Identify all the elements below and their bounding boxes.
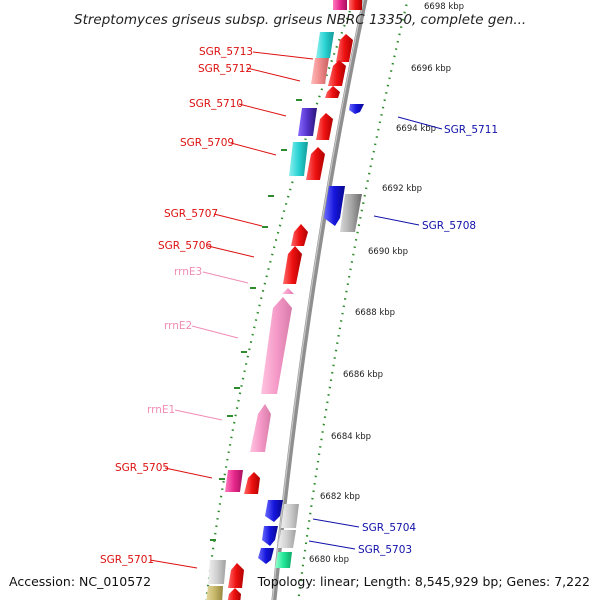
- gene-feature[interactable]: [227, 588, 241, 600]
- gene-feature[interactable]: [225, 470, 243, 492]
- label-leader: [246, 67, 301, 82]
- gene-label-left[interactable]: rrnE2: [164, 320, 192, 332]
- gene-feature[interactable]: [316, 32, 334, 58]
- genome-backbone-highlight: [271, 0, 365, 600]
- gene-label-left[interactable]: rrnE3: [174, 266, 202, 278]
- label-leader: [308, 540, 356, 550]
- label-leader: [213, 213, 263, 227]
- gene-feature[interactable]: [208, 560, 226, 584]
- gene-feature[interactable]: [278, 530, 296, 548]
- gene-feature[interactable]: [333, 0, 347, 10]
- tick-label: 6682 kbp: [320, 492, 360, 502]
- label-leader: [373, 215, 420, 226]
- inner-track-ticks: [210, 99, 302, 541]
- tick-label: 6692 kbp: [382, 184, 422, 194]
- label-leader: [207, 245, 255, 258]
- outer-guide-track: [297, 0, 409, 600]
- gene-feature[interactable]: [340, 194, 362, 232]
- tick-label: 6696 kbp: [411, 64, 451, 74]
- gene-label-left[interactable]: SGR_5710: [189, 98, 243, 110]
- gene-features: [206, 0, 364, 600]
- gene-feature[interactable]: [311, 58, 329, 84]
- tick-label: 6688 kbp: [355, 308, 395, 318]
- gene-feature[interactable]: [324, 186, 345, 226]
- gene-label-left[interactable]: SGR_5709: [180, 137, 234, 149]
- topology-summary: Topology: linear; Length: 8,545,929 bp; …: [257, 574, 590, 589]
- tick-label: 6686 kbp: [343, 370, 383, 380]
- gene-label-left[interactable]: SGR_5705: [115, 462, 169, 474]
- gene-label-right[interactable]: SGR_5711: [444, 124, 498, 136]
- gene-feature[interactable]: [244, 472, 260, 494]
- gene-feature[interactable]: [336, 34, 353, 62]
- gene-feature[interactable]: [289, 142, 308, 176]
- label-leader: [174, 409, 223, 421]
- label-leader: [149, 559, 198, 569]
- gene-feature[interactable]: [328, 60, 346, 86]
- gene-label-right[interactable]: SGR_5703: [358, 544, 412, 556]
- gene-label-left[interactable]: rrnE1: [147, 404, 175, 416]
- gene-feature[interactable]: [265, 500, 283, 522]
- gene-feature[interactable]: [281, 504, 299, 528]
- gene-feature[interactable]: [275, 552, 292, 568]
- label-leader: [164, 467, 213, 479]
- gene-feature[interactable]: [316, 113, 333, 140]
- gene-feature[interactable]: [349, 0, 362, 10]
- gene-label-left[interactable]: SGR_5707: [164, 208, 218, 220]
- gene-label-left[interactable]: SGR_5706: [158, 240, 212, 252]
- left-gene-labels: SGR_5713 SGR_5712 SGR_5710 SGR_5709 SGR_…: [100, 46, 314, 569]
- accession-text: Accession: NC_010572: [9, 574, 151, 589]
- gene-feature[interactable]: [349, 104, 364, 114]
- gene-feature[interactable]: [283, 246, 302, 284]
- gene-feature[interactable]: [206, 586, 223, 600]
- gene-label-right[interactable]: SGR_5704: [362, 522, 416, 534]
- tick-label: 6684 kbp: [331, 432, 371, 442]
- label-leader: [191, 325, 239, 339]
- tick-label: 6694 kbp: [396, 124, 436, 134]
- label-leader: [312, 518, 360, 528]
- gene-label-left[interactable]: SGR_5713: [199, 46, 253, 58]
- gene-feature[interactable]: [282, 288, 294, 294]
- gene-feature[interactable]: [325, 86, 340, 98]
- label-leader: [252, 51, 314, 60]
- label-leader: [230, 142, 277, 156]
- gene-feature[interactable]: [291, 224, 308, 246]
- gene-feature[interactable]: [228, 563, 244, 588]
- gene-label-left[interactable]: SGR_5712: [198, 63, 252, 75]
- gene-feature[interactable]: [258, 548, 274, 564]
- sequence-title: Streptomyces griseus subsp. griseus NBRC…: [74, 12, 526, 28]
- ruler-ticks: 6696 kbp 6694 kbp 6692 kbp 6690 kbp 6688…: [309, 64, 451, 565]
- label-leader: [238, 103, 287, 117]
- tick-label: 6680 kbp: [309, 555, 349, 565]
- gene-feature[interactable]: [250, 404, 271, 452]
- label-leader: [397, 116, 443, 130]
- right-gene-labels: SGR_5711 SGR_5708 SGR_5704 SGR_5703: [308, 116, 498, 556]
- tick-label: 6690 kbp: [368, 247, 408, 257]
- gene-feature[interactable]: [298, 108, 317, 136]
- gene-label-left[interactable]: SGR_5701: [100, 554, 154, 566]
- label-leader: [202, 271, 249, 284]
- gene-feature[interactable]: [306, 147, 325, 180]
- gene-label-right[interactable]: SGR_5708: [422, 220, 476, 232]
- gene-feature[interactable]: [262, 526, 278, 546]
- top-tick-label: 6698 kbp: [424, 2, 464, 12]
- gene-feature[interactable]: [261, 297, 292, 394]
